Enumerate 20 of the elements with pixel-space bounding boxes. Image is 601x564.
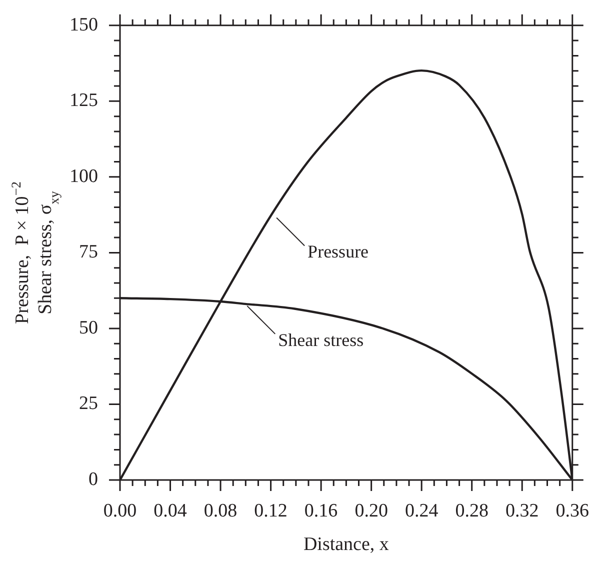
x-tick-label: 0.08	[204, 500, 238, 522]
y-tick-label: 150	[70, 14, 98, 36]
x-axis-title: Distance, x	[303, 534, 390, 555]
y-tick-label: 75	[79, 242, 98, 263]
x-tick-label: 0.20	[354, 500, 388, 522]
x-tick-label: 0.16	[304, 500, 338, 522]
y-tick-label: 125	[70, 90, 98, 112]
y-tick-label: 25	[79, 393, 98, 414]
annotation: Shear stress	[278, 330, 364, 350]
annotation: Pressure	[308, 242, 369, 262]
y-tick-label: 100	[70, 166, 98, 187]
x-tick-label: 0.32	[505, 500, 539, 522]
x-tick-label: 0.00	[103, 500, 137, 522]
x-tick-label: 0.36	[556, 500, 589, 522]
x-tick-label: 0.28	[455, 500, 488, 522]
x-tick-label: 0.04	[154, 500, 188, 522]
y-tick-label: 0	[88, 468, 98, 490]
x-tick-label: 0.24	[404, 500, 439, 522]
y-tick-label: 50	[79, 317, 98, 338]
x-tick-label: 0.12	[254, 500, 288, 522]
